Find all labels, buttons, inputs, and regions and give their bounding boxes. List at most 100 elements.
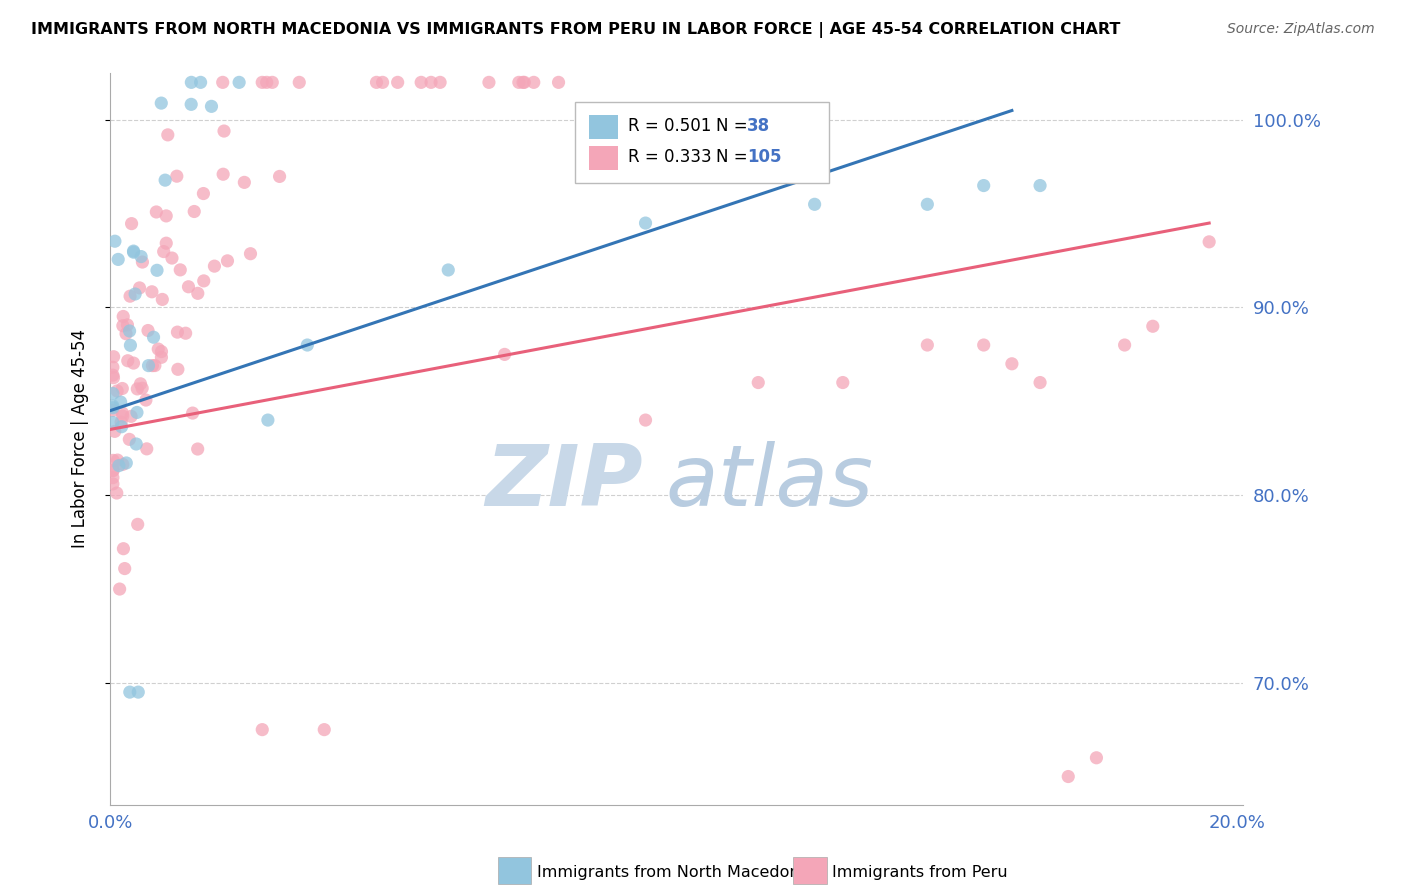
Point [118,433,141,447]
Point [103,370,125,384]
Point [193,274,215,288]
Point [152,244,174,259]
Point [138,359,160,373]
Point [143,359,166,373]
Point [141,359,163,373]
Point [125,437,148,451]
Point [127,382,149,396]
Point [129,376,152,391]
Point [166,169,188,184]
Point [111,382,134,396]
Point [200,99,222,113]
Point [117,353,139,368]
Text: Immigrants from Peru: Immigrants from Peru [832,865,1008,880]
Point [150,96,173,111]
Point [233,175,256,189]
Point [153,173,176,187]
Y-axis label: In Labor Force | Age 45-54: In Labor Force | Age 45-54 [72,329,89,549]
Text: Immigrants from North Macedonia: Immigrants from North Macedonia [537,865,814,880]
Point [1198,235,1220,249]
Point [122,245,145,260]
Point [228,75,250,89]
Point [429,75,451,89]
Point [101,368,124,383]
Point [101,386,124,401]
Point [127,685,149,699]
Text: Source: ZipAtlas.com: Source: ZipAtlas.com [1227,22,1375,37]
Point [366,75,388,89]
Point [135,442,157,456]
Point [166,325,188,339]
Point [155,236,177,251]
Point [831,376,853,390]
Point [420,75,443,89]
Point [547,75,569,89]
Point [183,204,205,219]
Point [148,342,170,356]
Point [111,318,134,333]
Point [150,344,173,359]
Text: 105: 105 [747,148,782,166]
Point [118,324,141,338]
Point [122,356,145,370]
Point [371,75,394,89]
Point [124,287,146,301]
Point [136,324,159,338]
Point [112,541,135,556]
Point [169,263,191,277]
Point [297,338,319,352]
Point [387,75,409,89]
Point [257,413,280,427]
Point [1142,319,1164,334]
Point [125,405,148,419]
Point [204,259,226,273]
Point [269,169,291,184]
Point [142,330,165,344]
Point [494,347,516,361]
Point [180,75,202,89]
Point [110,419,132,434]
Point [212,167,235,181]
Point [634,216,657,230]
Point [122,244,145,258]
Point [111,409,134,424]
Point [111,458,134,472]
Point [187,442,209,456]
Point [803,197,825,211]
Text: R = 0.333: R = 0.333 [628,148,711,166]
Point [101,399,124,413]
Point [135,392,157,407]
Point [190,75,212,89]
Point [103,453,125,467]
Point [314,723,336,737]
Text: R = 0.501: R = 0.501 [628,117,711,135]
Point [105,384,128,398]
FancyBboxPatch shape [575,103,830,183]
Text: IMMIGRANTS FROM NORTH MACEDONIA VS IMMIGRANTS FROM PERU IN LABOR FORCE | AGE 45-: IMMIGRANTS FROM NORTH MACEDONIA VS IMMIG… [31,22,1121,38]
Point [250,75,273,89]
Point [101,464,124,478]
Point [252,723,274,737]
Point [101,416,124,430]
Point [131,381,153,395]
Point [167,362,190,376]
Point [107,453,129,467]
Point [110,415,132,429]
Point [145,205,167,219]
Point [973,178,995,193]
Point [411,75,433,89]
Point [187,286,209,301]
Point [129,250,152,264]
Point [103,350,125,364]
Point [193,186,215,201]
Point [181,406,204,420]
Point [131,255,153,269]
Point [101,401,124,415]
Point [156,128,179,142]
Point [1029,178,1052,193]
Point [114,561,136,575]
Point [150,351,173,365]
Point [262,75,284,89]
Point [121,217,143,231]
Text: ZIP: ZIP [485,442,643,524]
